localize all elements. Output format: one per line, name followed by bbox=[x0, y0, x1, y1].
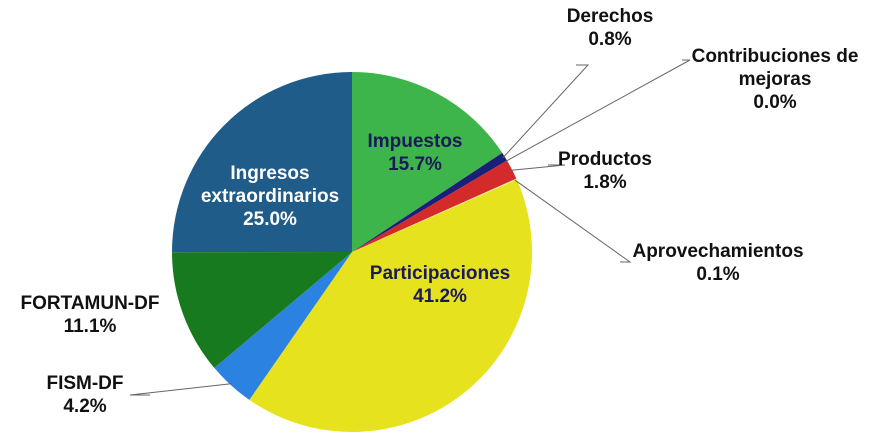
slice-label: Productos 1.8% bbox=[540, 148, 670, 194]
pie-slice bbox=[352, 178, 517, 252]
slice-value: 15.7% bbox=[388, 154, 442, 175]
slice-name: Aprovechamientos bbox=[632, 241, 804, 262]
slice-name: Ingresos extraordinarios bbox=[200, 163, 340, 207]
leader-line bbox=[129, 383, 233, 396]
pie-slice bbox=[352, 152, 508, 252]
slice-value: 25.0% bbox=[243, 209, 297, 230]
pie-slice bbox=[352, 72, 503, 252]
slice-name: Participaciones bbox=[369, 263, 511, 284]
pie-slice bbox=[249, 179, 532, 432]
slice-label: Impuestos 15.7% bbox=[335, 130, 495, 176]
slice-name: FISM-DF bbox=[46, 373, 124, 394]
pie-slice bbox=[172, 71, 352, 253]
slice-name: FORTAMUN-DF bbox=[20, 293, 160, 314]
slice-value: 0.8% bbox=[588, 29, 632, 50]
slice-name: Contribuciones de mejoras bbox=[691, 46, 859, 90]
pie-slice bbox=[214, 252, 352, 400]
slice-name: Impuestos bbox=[367, 131, 463, 152]
pie-slice bbox=[352, 160, 517, 252]
leader-line bbox=[510, 164, 566, 171]
leader-line bbox=[505, 59, 691, 162]
leader-line bbox=[514, 179, 632, 263]
slice-value: 4.2% bbox=[63, 396, 107, 417]
slice-label: FORTAMUN-DF 11.1% bbox=[5, 292, 175, 338]
pie-slice bbox=[172, 252, 352, 368]
slice-name: Productos bbox=[558, 149, 652, 170]
slice-value: 41.2% bbox=[413, 286, 467, 307]
slice-name: Derechos bbox=[566, 6, 654, 27]
slice-value: 1.8% bbox=[583, 172, 627, 193]
slice-label: Aprovechamientos 0.1% bbox=[618, 240, 818, 286]
slice-value: 0.1% bbox=[696, 264, 740, 285]
slice-value: 11.1% bbox=[63, 316, 117, 337]
slice-value: 0.0% bbox=[753, 92, 797, 113]
leader-line bbox=[502, 64, 590, 159]
slice-label: Participaciones 41.2% bbox=[340, 262, 540, 308]
slice-label: Contribuciones de mejoras 0.0% bbox=[680, 45, 870, 114]
slice-label: FISM-DF 4.2% bbox=[25, 372, 145, 418]
slice-label: Derechos 0.8% bbox=[550, 5, 670, 51]
slice-label: Ingresos extraordinarios 25.0% bbox=[175, 162, 365, 231]
